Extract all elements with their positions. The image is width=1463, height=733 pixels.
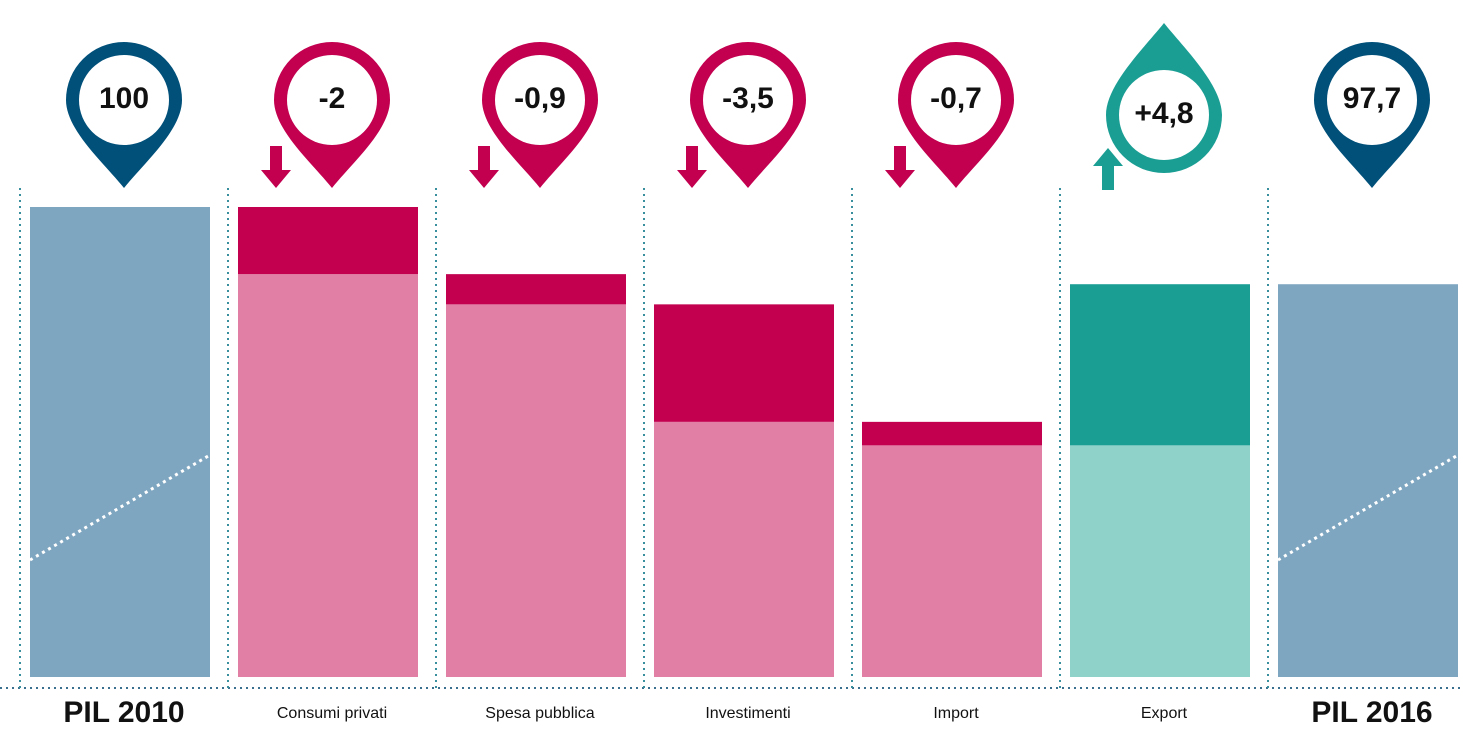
category-label: PIL 2010 bbox=[63, 696, 184, 729]
pin-inner bbox=[79, 55, 169, 145]
bar bbox=[1278, 284, 1458, 677]
bar-base bbox=[654, 421, 834, 677]
bar-base bbox=[862, 445, 1042, 677]
bar-base bbox=[446, 304, 626, 677]
direction-arrow bbox=[885, 146, 915, 188]
bar-change bbox=[654, 304, 834, 422]
value-label: -0,7 bbox=[930, 82, 982, 115]
direction-arrow bbox=[261, 146, 291, 188]
pin-inner bbox=[911, 55, 1001, 145]
pin-inner bbox=[287, 55, 377, 145]
direction-arrow bbox=[469, 146, 499, 188]
category-label: Consumi privati bbox=[277, 705, 387, 722]
bar bbox=[30, 207, 210, 677]
value-label: -0,9 bbox=[514, 82, 566, 115]
bar-base bbox=[238, 274, 418, 677]
value-label: +4,8 bbox=[1134, 97, 1193, 130]
pin-inner bbox=[1327, 55, 1417, 145]
value-label: 97,7 bbox=[1343, 82, 1401, 115]
pin-inner bbox=[1119, 70, 1209, 160]
bar-base bbox=[1070, 445, 1250, 677]
category-label: PIL 2016 bbox=[1311, 696, 1432, 729]
bar-change bbox=[862, 421, 1042, 446]
category-label: Export bbox=[1141, 705, 1188, 722]
bar-change bbox=[1070, 284, 1250, 446]
value-label: -3,5 bbox=[722, 82, 774, 115]
value-label: -2 bbox=[319, 82, 346, 115]
direction-arrow bbox=[677, 146, 707, 188]
bar-change bbox=[238, 207, 418, 275]
direction-arrow bbox=[1093, 148, 1123, 190]
bar-change bbox=[446, 274, 626, 305]
pin-inner bbox=[703, 55, 793, 145]
category-label: Spesa pubblica bbox=[485, 705, 595, 722]
category-label: Investimenti bbox=[705, 705, 790, 722]
value-label: 100 bbox=[99, 82, 149, 115]
pin-inner bbox=[495, 55, 585, 145]
category-label: Import bbox=[933, 705, 979, 722]
